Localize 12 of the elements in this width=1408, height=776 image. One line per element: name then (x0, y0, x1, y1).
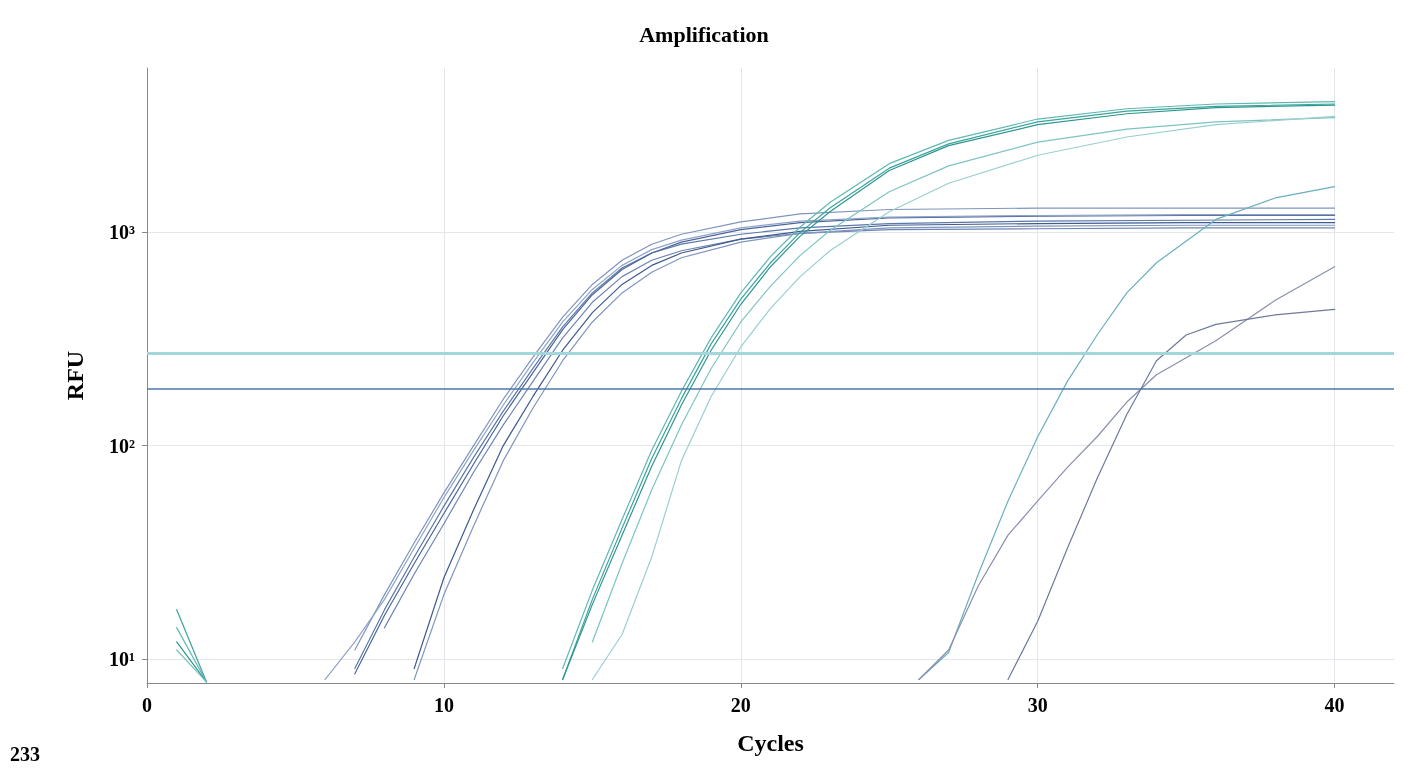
chart-title: Amplification (639, 21, 769, 47)
x-axis-title: Cycles (737, 730, 804, 756)
x-tick-label: 10 (433, 694, 454, 716)
x-tick-label: 20 (730, 694, 751, 716)
x-tick-label: 30 (1027, 694, 1048, 716)
x-tick-label: 0 (142, 694, 152, 716)
y-tick-label: 10² (109, 434, 135, 457)
y-axis-title: RFU (62, 350, 88, 401)
y-tick-label: 10¹ (109, 647, 135, 670)
text: 233 (10, 743, 40, 765)
x-tick-label: 40 (1324, 694, 1345, 716)
y-tick-label: 10³ (109, 221, 135, 244)
